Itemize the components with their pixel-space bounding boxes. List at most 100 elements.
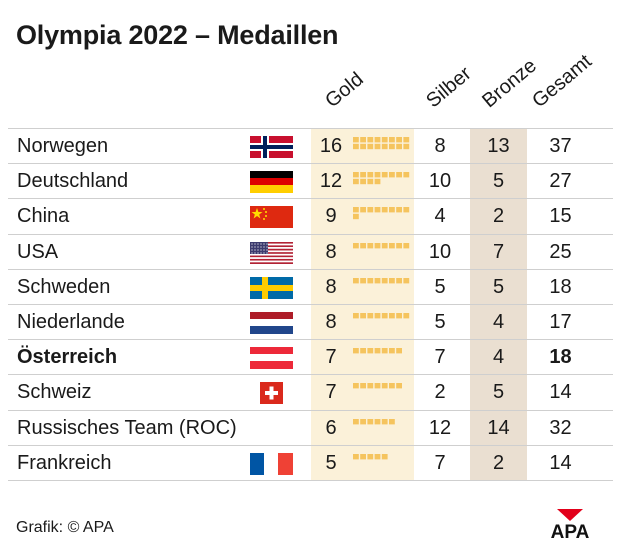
total-count: 32: [549, 416, 572, 439]
gold-medal-block: [367, 348, 374, 354]
silver-count: 10: [428, 170, 452, 193]
gold-medal-block: [367, 137, 374, 143]
gold-medal-block: [389, 383, 395, 389]
gold-medal-block: [367, 172, 374, 178]
gold-medal-block: [360, 418, 366, 424]
gold-medal-block: [360, 137, 366, 143]
gold-medal-block: [381, 348, 388, 354]
gold-medal-block: [389, 348, 395, 354]
bronze-count: 5: [492, 170, 505, 193]
gold-medal-block: [374, 207, 381, 213]
total-count: 14: [549, 451, 572, 474]
flag-sweden-icon: [250, 276, 293, 299]
gold-medal-block: [381, 383, 388, 389]
gold-medal-block: [374, 277, 381, 284]
gold-medal-block: [396, 137, 402, 143]
gold-medal-block: [360, 207, 366, 213]
gold-medal-block: [374, 383, 381, 389]
gold-medal-block: [403, 143, 410, 150]
total-count: 14: [549, 381, 572, 404]
gold-medal-blocks: [353, 383, 402, 389]
gold-medal-block: [367, 242, 374, 248]
bronze-count: 4: [492, 311, 505, 333]
gold-medal-block: [381, 207, 388, 213]
total-count: 25: [549, 240, 572, 263]
country-name: Frankreich: [17, 451, 112, 474]
gold-medal-block: [381, 418, 388, 424]
gold-count: 6: [325, 416, 337, 439]
gold-medal-blocks: [353, 277, 410, 284]
table-row: China 9 4 2 15: [8, 198, 613, 233]
gold-medal-block: [396, 242, 402, 248]
table-bottom-rule: [8, 480, 613, 481]
gold-medal-block: [367, 143, 374, 150]
gold-medal-block: [381, 143, 388, 150]
silver-count: 2: [434, 381, 446, 404]
silver-count: 12: [428, 416, 452, 439]
gold-medal-block: [396, 172, 402, 178]
silver-count: 5: [434, 275, 446, 298]
gold-medal-block: [360, 172, 366, 178]
gold-medal-block: [353, 137, 359, 143]
silver-count: 7: [434, 346, 446, 369]
silver-count: 7: [434, 451, 446, 474]
gold-medal-block: [367, 207, 374, 213]
gold-medal-block: [360, 277, 366, 284]
gold-medal-blocks: [353, 313, 410, 319]
gold-count: 9: [325, 205, 337, 228]
gold-medal-block: [353, 313, 359, 319]
gold-medal-blocks: [353, 242, 410, 248]
gold-medal-block: [360, 242, 366, 248]
gold-medal-block: [353, 178, 359, 185]
country-name: Schweden: [17, 275, 111, 298]
gold-medal-block: [374, 137, 381, 143]
gold-medal-block: [367, 418, 374, 424]
gold-medal-block: [403, 277, 410, 284]
gold-medal-block: [353, 348, 359, 354]
gold-medal-block: [374, 242, 381, 248]
gold-count: 8: [325, 311, 337, 333]
total-count: 37: [549, 135, 572, 157]
gold-medal-block: [396, 207, 402, 213]
gold-medal-blocks: [353, 453, 388, 460]
gold-medal-block: [353, 383, 359, 389]
gold-medal-block: [374, 172, 381, 178]
gold-medal-block: [403, 137, 410, 143]
gold-medal-block: [381, 453, 388, 460]
country-name: USA: [17, 240, 59, 263]
gold-medal-block: [389, 137, 395, 143]
gold-medal-block: [374, 143, 381, 150]
gold-medal-block: [396, 383, 402, 389]
flag-germany-icon: [250, 171, 293, 194]
gold-medal-block: [360, 383, 366, 389]
table-row: Deutschland 12 10 5 27: [8, 163, 613, 198]
total-count: 18: [549, 275, 572, 298]
apa-logo: APA: [535, 509, 605, 539]
gold-medal-block: [353, 453, 359, 460]
gold-medal-block: [353, 172, 359, 178]
flag-china-icon: [250, 206, 293, 229]
source-credit: Grafik: © APA: [16, 519, 114, 536]
gold-medal-block: [367, 313, 374, 319]
gold-medal-block: [381, 172, 388, 178]
gold-medal-block: [403, 207, 410, 213]
gold-medal-blocks: [353, 418, 395, 424]
bronze-count: 13: [487, 135, 510, 157]
gold-count: 16: [319, 135, 343, 157]
gold-medal-block: [353, 277, 359, 284]
column-header-gold: Gold: [321, 68, 368, 113]
total-count: 17: [549, 311, 572, 333]
flag-france-icon: [250, 452, 293, 475]
gold-medal-block: [396, 277, 402, 284]
gold-medal-block: [360, 453, 366, 460]
gold-medal-block: [367, 277, 374, 284]
chart-title: Olympia 2022 – Medaillen: [16, 20, 339, 50]
total-count: 18: [549, 346, 572, 369]
country-name: Deutschland: [17, 170, 129, 193]
gold-medal-block: [389, 418, 395, 424]
gold-medal-block: [396, 313, 402, 319]
gold-medal-block: [381, 242, 388, 248]
bronze-count: 4: [492, 346, 505, 369]
gold-medal-block: [360, 178, 366, 185]
flag-norway-icon: [250, 136, 293, 158]
